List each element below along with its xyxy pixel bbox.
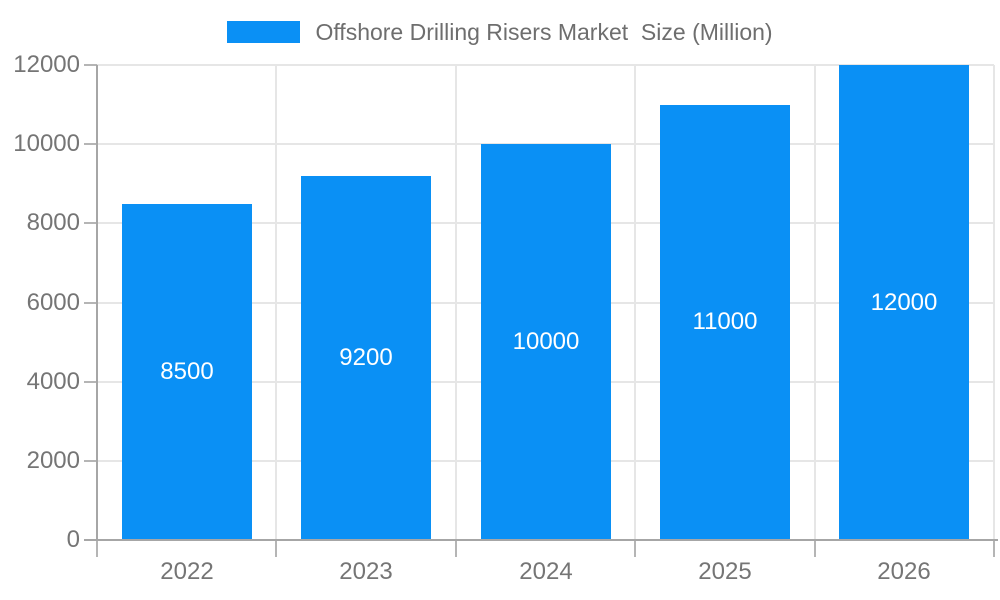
bar-2022: [122, 204, 252, 540]
y-axis-tick: [84, 143, 97, 145]
bar-value-label: 10000: [512, 328, 580, 355]
x-tick-label: 2024: [519, 558, 573, 585]
y-tick-label: 6000: [26, 289, 80, 316]
x-axis-tick: [96, 540, 98, 557]
y-tick-label: 0: [66, 526, 80, 553]
x-tick-label: 2023: [339, 558, 393, 585]
y-axis-line: [96, 65, 98, 540]
legend-item[interactable]: Offshore Drilling Risers Market Size (Mi…: [227, 18, 773, 46]
bar-2023: [301, 176, 431, 540]
y-tick-label: 4000: [26, 368, 80, 395]
gridline-horizontal: [97, 64, 994, 66]
x-tick-label: 2022: [160, 558, 214, 585]
y-tick-label: 10000: [13, 130, 80, 157]
x-axis-tick: [814, 540, 816, 557]
bar-value-label: 9200: [339, 344, 393, 371]
y-axis-tick: [84, 381, 97, 383]
x-tick-label: 2025: [698, 558, 752, 585]
x-tick-label: 2026: [877, 558, 931, 585]
y-axis-tick: [84, 302, 97, 304]
gridline-vertical: [275, 65, 277, 540]
bar-2026: [839, 65, 969, 540]
x-axis-tick: [275, 540, 277, 557]
bar-2025: [660, 105, 790, 540]
x-axis-tick: [993, 540, 995, 557]
y-tick-label: 12000: [13, 51, 80, 78]
gridline-vertical: [634, 65, 636, 540]
y-axis-tick: [84, 460, 97, 462]
legend-swatch: [227, 21, 301, 43]
legend: Offshore Drilling Risers Market Size (Mi…: [0, 18, 1000, 46]
y-tick-label: 2000: [26, 447, 80, 474]
y-axis-tick: [84, 222, 97, 224]
bar-value-label: 8500: [160, 358, 214, 385]
gridline-vertical: [455, 65, 457, 540]
bar-2024: [481, 144, 611, 540]
y-axis-tick: [84, 64, 97, 66]
x-axis-line: [84, 539, 998, 541]
gridline-vertical: [814, 65, 816, 540]
x-axis-tick: [634, 540, 636, 557]
x-axis-tick: [455, 540, 457, 557]
y-tick-label: 8000: [26, 209, 80, 236]
legend-label: Offshore Drilling Risers Market Size (Mi…: [315, 19, 773, 45]
gridline-vertical: [993, 65, 995, 540]
bar-value-label: 11000: [692, 308, 758, 335]
bar-value-label: 12000: [870, 289, 938, 316]
